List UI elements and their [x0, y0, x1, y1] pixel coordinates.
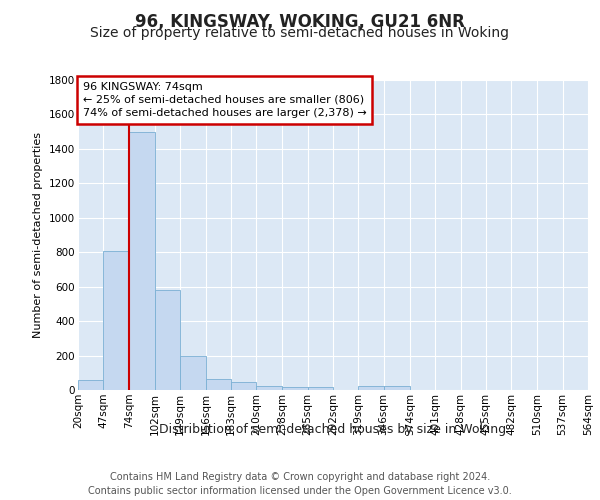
Text: Contains HM Land Registry data © Crown copyright and database right 2024.
Contai: Contains HM Land Registry data © Crown c…	[88, 472, 512, 496]
Bar	[358, 386, 383, 390]
Bar	[78, 380, 103, 390]
Bar	[308, 386, 333, 390]
Text: Size of property relative to semi-detached houses in Woking: Size of property relative to semi-detach…	[91, 26, 509, 40]
Bar	[231, 382, 256, 390]
Bar	[128, 132, 155, 390]
Text: 96, KINGSWAY, WOKING, GU21 6NR: 96, KINGSWAY, WOKING, GU21 6NR	[135, 12, 465, 30]
Bar	[283, 386, 308, 390]
Bar	[205, 379, 231, 390]
Text: 96 KINGSWAY: 74sqm
← 25% of semi-detached houses are smaller (806)
74% of semi-d: 96 KINGSWAY: 74sqm ← 25% of semi-detache…	[83, 82, 367, 118]
Text: Distribution of semi-detached houses by size in Woking: Distribution of semi-detached houses by …	[160, 422, 506, 436]
Bar	[383, 386, 410, 390]
Bar	[103, 250, 128, 390]
Bar	[180, 356, 205, 390]
Y-axis label: Number of semi-detached properties: Number of semi-detached properties	[34, 132, 43, 338]
Bar	[256, 386, 283, 390]
Bar	[155, 290, 180, 390]
